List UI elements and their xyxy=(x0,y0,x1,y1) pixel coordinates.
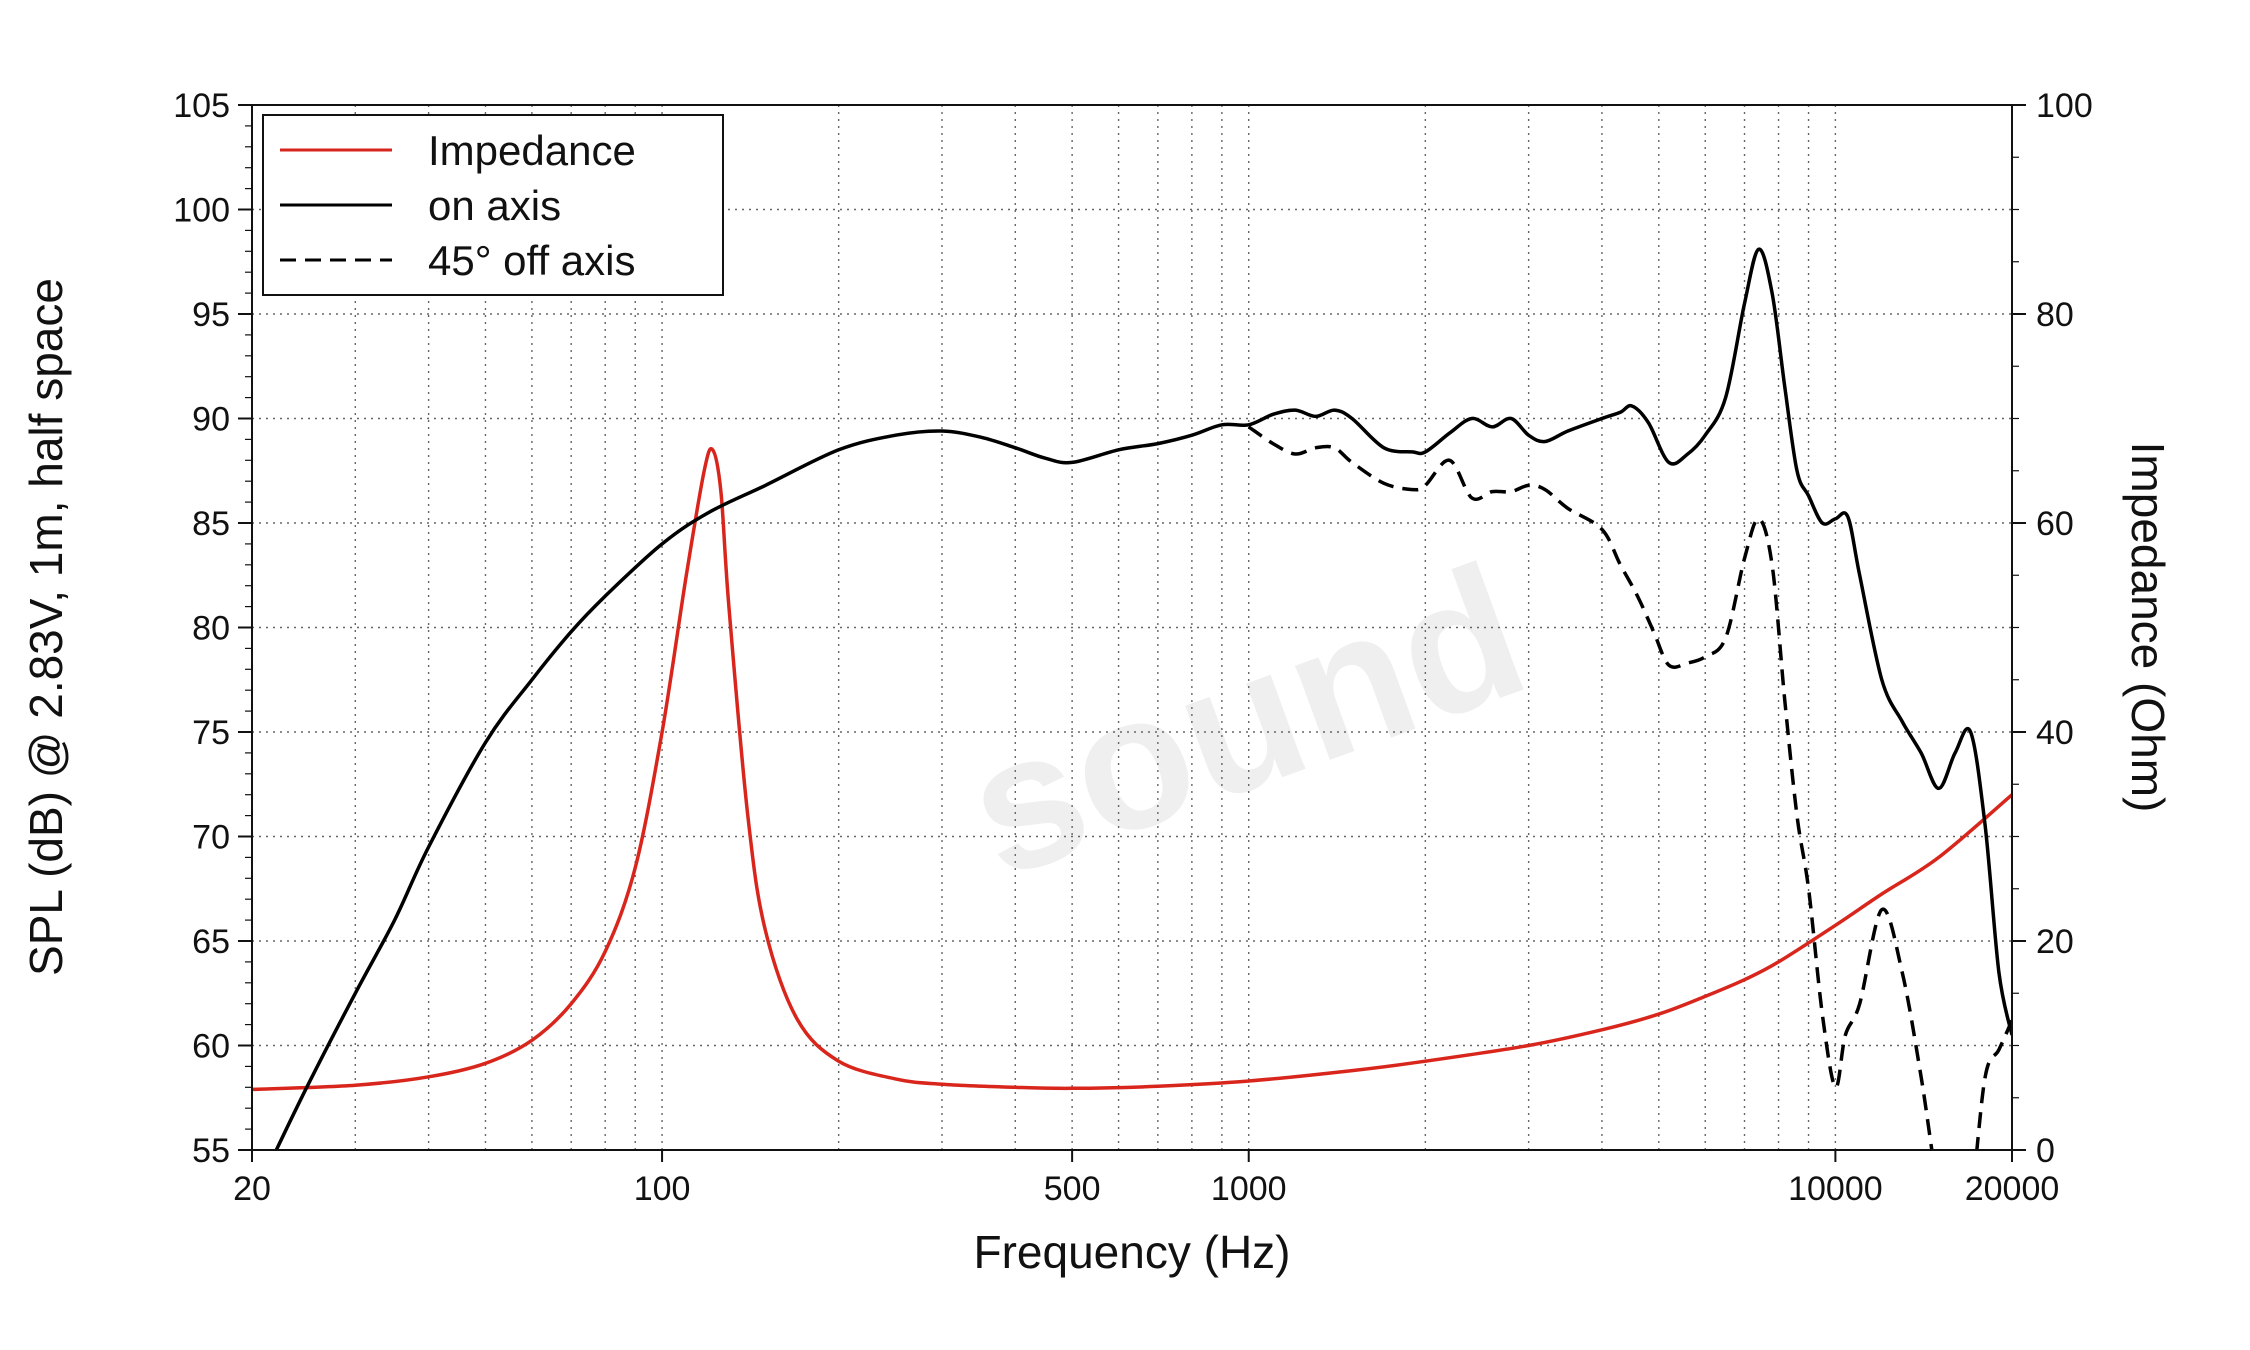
y-right-tick-label: 60 xyxy=(2036,505,2074,543)
legend-label-impedance: Impedance xyxy=(428,127,636,174)
series-line-45-off-axis xyxy=(1247,425,2012,1150)
y-right-tick-label: 100 xyxy=(2036,87,2093,125)
y-tick-label: 55 xyxy=(192,1132,230,1170)
x-axis-label: Frequency (Hz) xyxy=(974,1226,1291,1278)
y-right-tick-label: 20 xyxy=(2036,923,2074,961)
x-tick-label: 1000 xyxy=(1211,1170,1287,1208)
y-tick-label: 105 xyxy=(173,87,230,125)
y-tick-label: 80 xyxy=(192,610,230,648)
series-line-on-axis xyxy=(274,247,2012,1150)
x-tick-label: 100 xyxy=(634,1170,691,1208)
y-tick-label: 60 xyxy=(192,1028,230,1066)
y-right-tick-label: 80 xyxy=(2036,296,2074,334)
y-axis-right-label: Impedance (Ohm) xyxy=(2122,442,2174,813)
y-right-tick-label: 40 xyxy=(2036,714,2074,752)
x-tick-label: 500 xyxy=(1044,1170,1101,1208)
legend-label-on-axis: on axis xyxy=(428,182,561,229)
y-tick-label: 75 xyxy=(192,714,230,752)
x-tick-label: 20 xyxy=(233,1170,271,1208)
legend: Impedance on axis 45° off axis xyxy=(262,114,724,296)
y-axis-label: SPL (dB) @ 2.83V, 1m, half space xyxy=(20,278,72,976)
y-tick-label: 85 xyxy=(192,505,230,543)
x-tick-label: 20000 xyxy=(1965,1170,2060,1208)
y-tick-label: 95 xyxy=(192,296,230,334)
y-right-tick-label: 0 xyxy=(2036,1132,2055,1170)
watermark: sound xyxy=(942,524,1550,918)
y-tick-label: 65 xyxy=(192,923,230,961)
y-tick-label: 90 xyxy=(192,401,230,439)
series xyxy=(252,247,2012,1150)
tick-labels: 55 60 65 70 75 80 85 90 95 100 105 0 20 40 60 80 100 20 10… xyxy=(173,87,2092,1208)
x-tick-label: 10000 xyxy=(1788,1170,1883,1208)
y-tick-label: 70 xyxy=(192,819,230,857)
legend-label-off-axis: 45° off axis xyxy=(428,237,635,284)
series-line-impedance xyxy=(252,446,2012,1092)
y-tick-label: 100 xyxy=(173,192,230,230)
plot-area-frame xyxy=(251,104,2013,1151)
